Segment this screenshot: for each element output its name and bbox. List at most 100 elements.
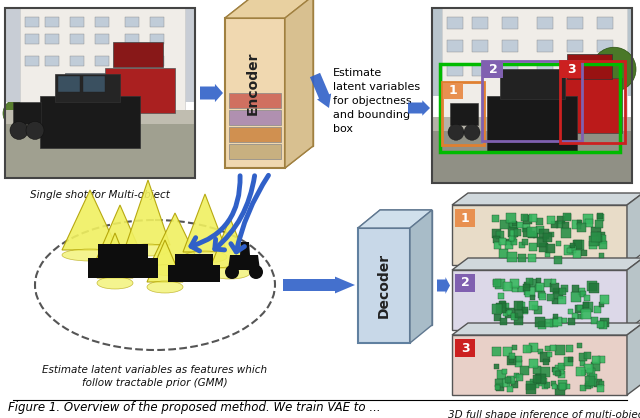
- Bar: [552, 298, 558, 304]
- Text: 1: 1: [461, 212, 469, 224]
- Bar: [599, 381, 604, 386]
- Bar: [553, 288, 559, 294]
- Bar: [432, 117, 632, 183]
- Bar: [597, 64, 613, 76]
- Text: 3D full shape inference of multi-object: 3D full shape inference of multi-object: [448, 410, 640, 418]
- Bar: [599, 321, 607, 329]
- Bar: [529, 243, 537, 251]
- Bar: [500, 69, 565, 99]
- Bar: [499, 249, 508, 258]
- Bar: [45, 33, 59, 43]
- Bar: [472, 39, 488, 51]
- Polygon shape: [285, 0, 313, 168]
- Bar: [512, 221, 517, 226]
- Bar: [549, 232, 554, 237]
- Bar: [568, 309, 573, 314]
- Polygon shape: [200, 84, 223, 102]
- Bar: [535, 317, 545, 327]
- Bar: [494, 364, 499, 369]
- Bar: [550, 345, 556, 351]
- Bar: [577, 223, 586, 232]
- Bar: [508, 227, 518, 237]
- Bar: [150, 16, 164, 26]
- Bar: [502, 379, 510, 387]
- Bar: [550, 319, 558, 327]
- Bar: [555, 365, 564, 374]
- Bar: [537, 64, 553, 76]
- Bar: [519, 242, 525, 248]
- Bar: [568, 357, 573, 362]
- Bar: [599, 302, 604, 307]
- Text: Decoder: Decoder: [377, 253, 391, 318]
- Bar: [502, 17, 518, 29]
- Bar: [492, 229, 501, 238]
- Circle shape: [464, 124, 480, 140]
- Bar: [589, 241, 597, 249]
- Bar: [500, 301, 505, 306]
- Bar: [55, 74, 120, 102]
- Bar: [559, 288, 566, 295]
- Bar: [543, 233, 552, 242]
- Bar: [535, 285, 542, 292]
- Bar: [580, 291, 586, 297]
- Bar: [583, 302, 589, 308]
- Bar: [229, 110, 281, 125]
- Polygon shape: [88, 258, 158, 278]
- Bar: [443, 82, 463, 99]
- Bar: [536, 218, 543, 225]
- Bar: [526, 346, 532, 352]
- Bar: [125, 16, 139, 26]
- Bar: [567, 17, 583, 29]
- Bar: [561, 228, 571, 238]
- Bar: [506, 213, 516, 223]
- Ellipse shape: [147, 281, 183, 293]
- Bar: [538, 321, 546, 329]
- Bar: [494, 314, 501, 321]
- Bar: [543, 359, 549, 365]
- Bar: [600, 318, 609, 327]
- Bar: [450, 102, 478, 125]
- Bar: [507, 386, 513, 392]
- Bar: [574, 240, 584, 250]
- Bar: [577, 343, 582, 348]
- Text: 2: 2: [461, 276, 469, 290]
- Ellipse shape: [126, 244, 170, 256]
- Bar: [538, 349, 543, 354]
- Bar: [591, 232, 601, 242]
- Bar: [40, 97, 140, 148]
- Bar: [577, 305, 583, 311]
- Bar: [528, 254, 536, 262]
- Bar: [511, 239, 517, 245]
- Bar: [502, 64, 518, 76]
- Bar: [597, 214, 604, 221]
- Text: Figure 1. Overview of the proposed method. We train VAE to ...: Figure 1. Overview of the proposed metho…: [8, 402, 381, 415]
- Polygon shape: [437, 277, 450, 294]
- Bar: [499, 238, 506, 245]
- Bar: [13, 102, 41, 123]
- Bar: [599, 253, 604, 258]
- Polygon shape: [225, 18, 285, 168]
- Bar: [539, 229, 549, 239]
- Bar: [539, 293, 546, 300]
- Bar: [113, 42, 163, 67]
- Bar: [447, 64, 463, 76]
- Bar: [514, 301, 523, 310]
- Bar: [83, 76, 105, 92]
- Bar: [496, 231, 504, 239]
- Bar: [544, 279, 552, 287]
- Polygon shape: [147, 240, 183, 282]
- Bar: [472, 17, 488, 29]
- Bar: [25, 16, 39, 26]
- Bar: [561, 285, 568, 292]
- Bar: [95, 33, 109, 43]
- Bar: [556, 221, 563, 228]
- Polygon shape: [358, 228, 410, 343]
- Bar: [452, 335, 627, 395]
- Bar: [596, 236, 602, 242]
- Text: Encoder: Encoder: [246, 51, 260, 115]
- Bar: [25, 56, 39, 66]
- Bar: [523, 345, 531, 353]
- Bar: [495, 379, 503, 387]
- Bar: [568, 318, 575, 325]
- Bar: [584, 352, 591, 359]
